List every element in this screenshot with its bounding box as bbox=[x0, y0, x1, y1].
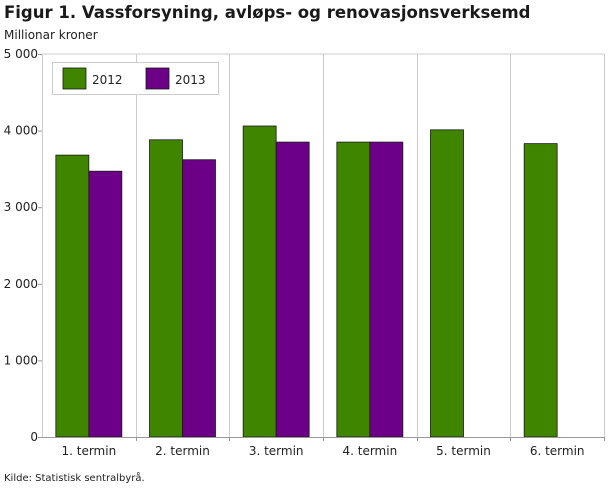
x-tick-label: 2. termin bbox=[155, 444, 210, 458]
y-tick-label: 4 000 bbox=[4, 124, 38, 138]
x-tick-label: 1. termin bbox=[61, 444, 116, 458]
legend-label-2013: 2013 bbox=[175, 73, 206, 87]
y-tick-label: 3 000 bbox=[4, 200, 38, 214]
bar-2012 bbox=[523, 143, 558, 438]
bar-2012 bbox=[55, 154, 90, 438]
bar-2013 bbox=[182, 159, 216, 438]
bar-2012 bbox=[149, 139, 183, 438]
chart-title: Figur 1. Vassforsyning, avløps- og renov… bbox=[4, 3, 531, 22]
x-tick-label: 5. termin bbox=[436, 444, 491, 458]
y-tick-label: 2 000 bbox=[4, 277, 38, 291]
legend-swatch-2013 bbox=[145, 67, 170, 90]
bar-2012 bbox=[242, 125, 277, 438]
bar-2013 bbox=[275, 141, 310, 438]
y-tick-label: 1 000 bbox=[4, 353, 38, 367]
bar-2012 bbox=[336, 141, 371, 438]
bar-2013 bbox=[88, 170, 123, 438]
chart-subtitle: Millionar kroner bbox=[4, 28, 98, 42]
x-tick-label: 6. termin bbox=[530, 444, 585, 458]
legend-swatch-2012 bbox=[62, 67, 87, 90]
source-note: Kilde: Statistisk sentralbyrå. bbox=[4, 473, 145, 484]
y-tick-label: 5 000 bbox=[4, 47, 38, 61]
legend-label-2012: 2012 bbox=[92, 73, 123, 87]
bar-2012 bbox=[430, 129, 464, 438]
bar-2013 bbox=[369, 141, 404, 438]
x-tick-label: 4. termin bbox=[342, 444, 397, 458]
x-tick-label: 3. termin bbox=[249, 444, 304, 458]
y-tick-label: 0 bbox=[30, 430, 38, 444]
